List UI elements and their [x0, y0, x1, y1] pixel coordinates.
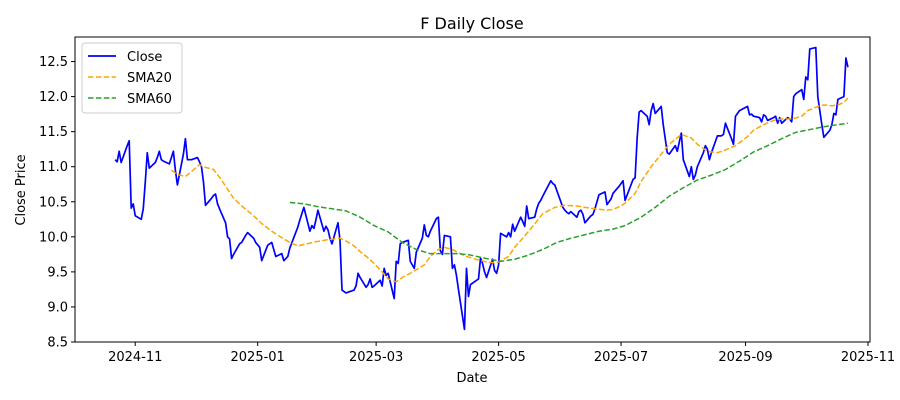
x-tick-label: 2025-11	[841, 350, 895, 365]
x-axis: 2024-11 2025-01 2025-03 2025-05 2025-07 2025-…	[108, 342, 895, 365]
x-tick-label: 2025-05	[471, 350, 525, 365]
y-tick-label: 10.0	[39, 230, 68, 245]
y-axis: 8.5 9.0 9.5 10.0 10.5 11.0 11.5 12.0 12.5	[39, 55, 75, 351]
legend: Close SMA20 SMA60	[81, 42, 183, 114]
y-tick-label: 12.5	[39, 55, 68, 70]
y-tick-label: 11.0	[39, 160, 68, 175]
chart-title: F Daily Close	[420, 14, 523, 33]
series-layer	[114, 46, 849, 331]
x-tick-label: 2025-03	[349, 350, 403, 365]
x-tick-label: 2025-01	[231, 350, 285, 365]
legend-label-sma20: SMA20	[127, 71, 172, 86]
x-tick-label: 2024-11	[108, 350, 162, 365]
series-line-sma20	[170, 97, 849, 283]
legend-label-close: Close	[127, 50, 162, 65]
y-tick-label: 9.0	[47, 300, 68, 315]
series-line-sma60	[289, 122, 849, 263]
y-tick-label: 12.0	[39, 90, 68, 105]
legend-box	[81, 42, 183, 114]
x-axis-label: Date	[456, 371, 487, 386]
x-tick-label: 2025-09	[718, 350, 772, 365]
y-tick-label: 10.5	[39, 195, 68, 210]
plot-frame	[74, 36, 871, 343]
y-tick-label: 11.5	[39, 125, 68, 140]
y-axis-label: Close Price	[14, 154, 29, 225]
y-tick-label: 8.5	[47, 336, 68, 351]
x-tick-label: 2025-07	[594, 350, 648, 365]
series-line-close	[114, 46, 849, 331]
legend-label-sma60: SMA60	[127, 92, 172, 107]
y-tick-label: 9.5	[47, 265, 68, 280]
